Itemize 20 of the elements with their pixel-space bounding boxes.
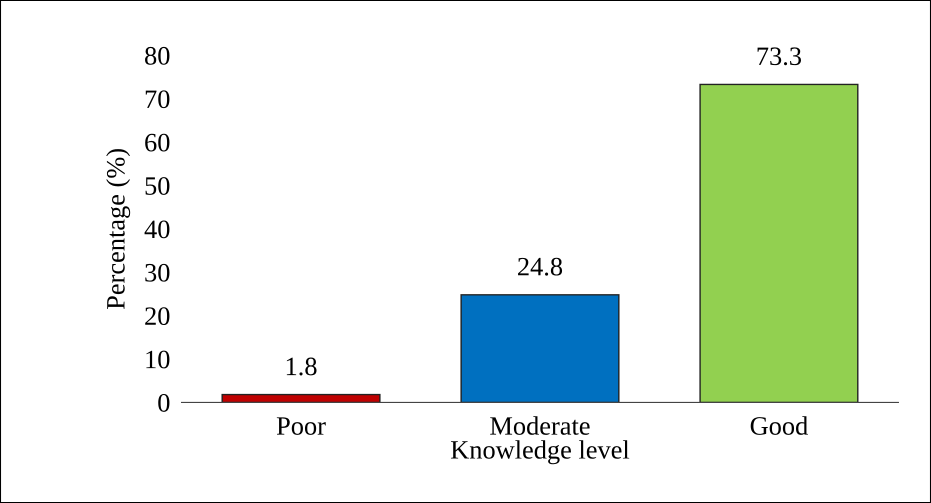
- y-axis-title: Percentage (%): [106, 149, 130, 310]
- bar: [460, 294, 620, 402]
- y-tick-label: 10: [146, 350, 170, 368]
- x-axis-title: Knowledge level: [450, 440, 630, 464]
- y-tick-label: 20: [145, 307, 170, 326]
- y-tick-label: 30: [145, 264, 170, 282]
- data-label: 73.3: [758, 47, 801, 66]
- y-tick-label: 80: [145, 46, 170, 65]
- y-tick-label: 40: [144, 220, 170, 238]
- data-label: 24.8: [518, 258, 562, 276]
- x-tick-label: Moderate: [490, 416, 590, 435]
- bar: [699, 84, 858, 402]
- y-tick-label: 60: [145, 134, 170, 152]
- x-tick-label: Poor: [276, 417, 326, 435]
- y-tick-label: 0: [158, 394, 170, 412]
- x-tick-label: Good: [750, 416, 808, 435]
- y-tick-label: 50: [146, 177, 170, 195]
- y-tick-label: 70: [146, 90, 170, 108]
- data-label: 1.8: [286, 358, 317, 376]
- bar: [221, 394, 381, 402]
